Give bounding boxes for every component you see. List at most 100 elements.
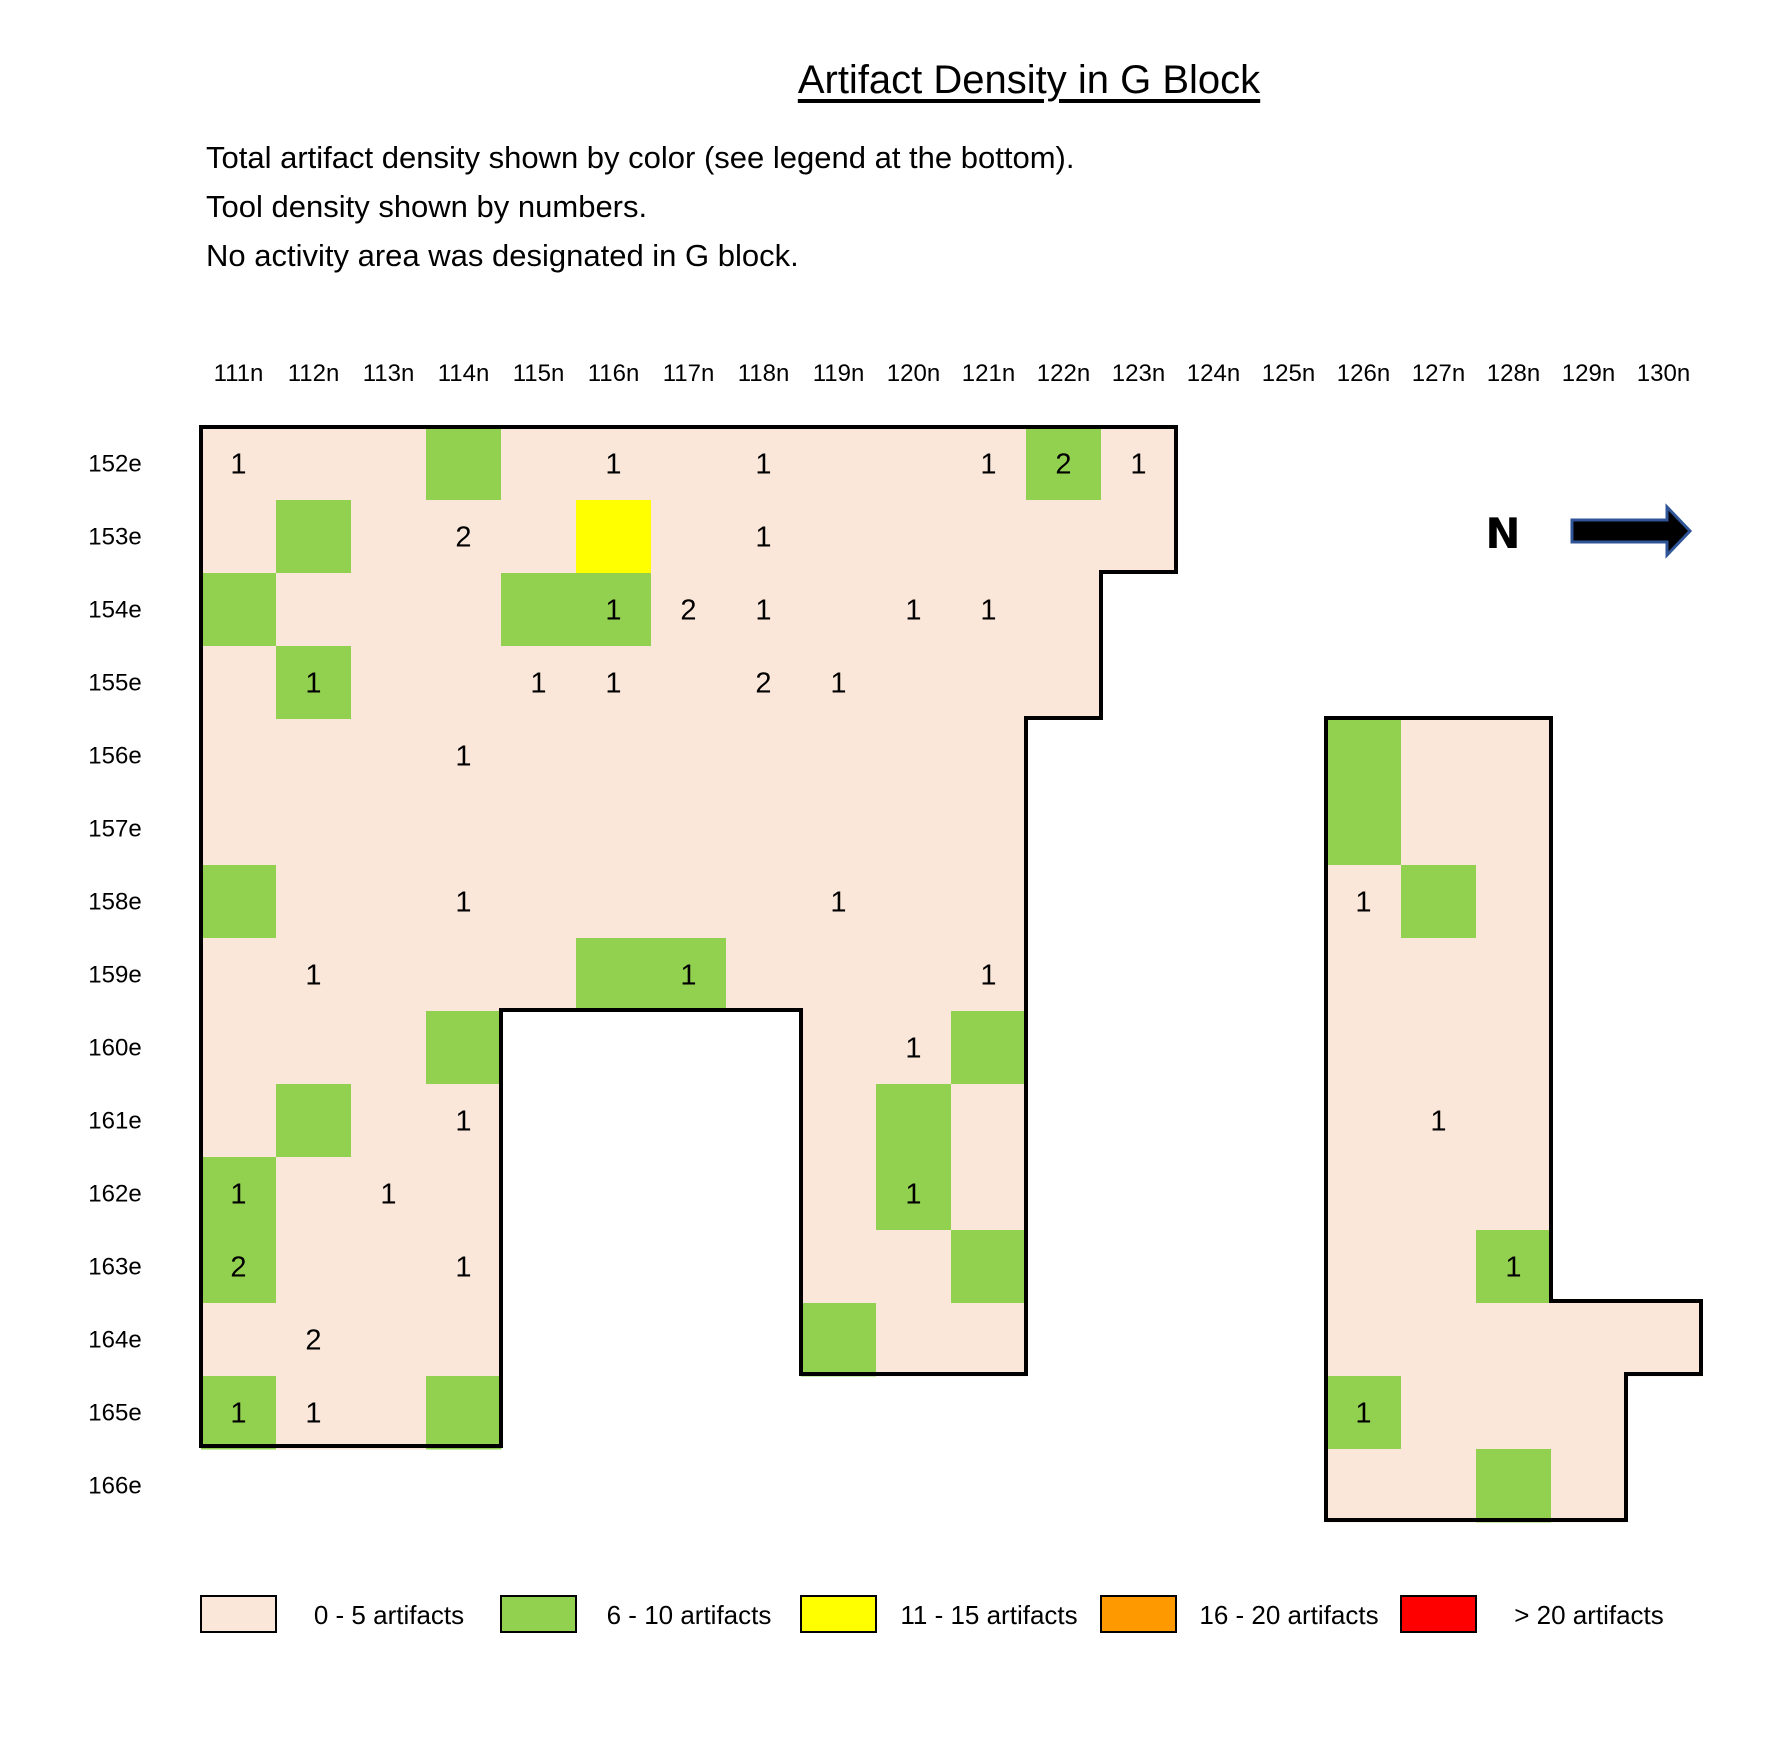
grid-cell-159e-120n — [876, 938, 952, 1012]
grid-cell-160e-119n — [801, 1011, 877, 1085]
grid-cell-155e-112n — [276, 646, 352, 720]
grid-cell-163e-114n — [426, 1230, 502, 1304]
row-label-159e: 159e — [88, 962, 141, 989]
grid-cell-166e-127n — [1401, 1449, 1477, 1523]
grid-cell-161e-128n — [1476, 1084, 1552, 1158]
grid-cell-155e-113n — [351, 646, 427, 720]
tool-count-154e-120n: 1 — [905, 595, 921, 627]
grid-cell-156e-119n — [801, 719, 877, 793]
grid-cell-163e-121n — [951, 1230, 1027, 1304]
grid-cell-154e-111n — [201, 573, 277, 647]
column-label-124n: 124n — [1187, 360, 1240, 387]
legend-swatch-d0_5 — [200, 1595, 277, 1633]
grid-cell-152e-120n — [876, 427, 952, 501]
grid-cell-158e-116n — [576, 865, 652, 939]
tool-count-155e-116n: 1 — [605, 668, 621, 700]
tool-count-152e-118n: 1 — [755, 449, 771, 481]
grid-cell-162e-111n — [201, 1157, 277, 1231]
grid-cell-159e-119n — [801, 938, 877, 1012]
grid-cell-158e-121n — [951, 865, 1027, 939]
column-label-114n: 114n — [438, 360, 490, 387]
tool-count-155e-118n: 2 — [755, 668, 771, 700]
grid-cell-162e-120n — [876, 1157, 952, 1231]
grid-cell-159e-128n — [1476, 938, 1552, 1012]
tool-count-155e-119n: 1 — [830, 668, 846, 700]
grid-cell-159e-113n — [351, 938, 427, 1012]
grid-cell-160e-112n — [276, 1011, 352, 1085]
row-label-153e: 153e — [88, 524, 141, 551]
grid-cell-156e-118n — [726, 719, 802, 793]
legend-swatch-d16_20 — [1100, 1595, 1177, 1633]
tool-count-165e-112n: 1 — [305, 1398, 321, 1430]
grid-cell-163e-120n — [876, 1230, 952, 1304]
north-indicator: N — [1485, 503, 1693, 559]
grid-cell-161e-120n — [876, 1084, 952, 1158]
column-label-120n: 120n — [887, 360, 940, 387]
tool-count-163e-128n: 1 — [1505, 1252, 1521, 1284]
grid-cell-157e-121n — [951, 792, 1027, 866]
grid-cell-158e-120n — [876, 865, 952, 939]
grid-cell-155e-116n — [576, 646, 652, 720]
grid-cell-163e-127n — [1401, 1230, 1477, 1304]
column-label-111n: 111n — [214, 360, 264, 387]
grid-cell-157e-113n — [351, 792, 427, 866]
grid-cell-159e-118n — [726, 938, 802, 1012]
grid-cell-162e-128n — [1476, 1157, 1552, 1231]
grid-cell-157e-127n — [1401, 792, 1477, 866]
grid-cell-162e-126n — [1326, 1157, 1402, 1231]
tool-count-164e-112n: 2 — [305, 1325, 321, 1357]
grid-cell-162e-121n — [951, 1157, 1027, 1231]
column-labels: 111n 112n 113n 114n 115n 116n 117n 118n 119n 120n… — [214, 360, 1691, 387]
grid-cell-155e-121n — [951, 646, 1027, 720]
grid-cell-165e-128n — [1476, 1376, 1552, 1450]
tool-count-159e-121n: 1 — [980, 960, 996, 992]
grid-cell-153e-116n — [576, 500, 652, 574]
note-activity-area: No activity area was designated in G blo… — [206, 238, 799, 273]
grid-cell-164e-113n — [351, 1303, 427, 1377]
grid-cell-158e-127n — [1401, 865, 1477, 939]
tool-count-156e-114n: 1 — [455, 741, 471, 773]
grid-cell-164e-128n — [1476, 1303, 1552, 1377]
grid-cell-157e-126n — [1326, 792, 1402, 866]
grid-cell-156e-127n — [1401, 719, 1477, 793]
grid-cell-155e-111n — [201, 646, 277, 720]
note-tool-density: Tool density shown by numbers. — [206, 189, 648, 224]
tool-count-152e-122n: 2 — [1055, 449, 1071, 481]
grid-cell-164e-130n — [1626, 1303, 1702, 1377]
column-label-123n: 123n — [1112, 360, 1165, 387]
row-label-152e: 152e — [88, 451, 141, 478]
row-label-158e: 158e — [88, 889, 141, 916]
grid-cell-152e-121n — [951, 427, 1027, 501]
grid-cell-159e-112n — [276, 938, 352, 1012]
grid-cell-164e-127n — [1401, 1303, 1477, 1377]
row-label-155e: 155e — [88, 670, 141, 697]
grid-cell-160e-120n — [876, 1011, 952, 1085]
grid-cell-160e-114n — [426, 1011, 502, 1085]
grid-cell-158e-114n — [426, 865, 502, 939]
tool-count-159e-117n: 1 — [680, 960, 696, 992]
grid-cell-152e-116n — [576, 427, 652, 501]
tool-counts: 1 1 1 1 2 1 2 1 1 2 1 1 1 1 1 1 2 1 1 1 1 1 1 1 1 1 1 1 1 1 1 2 1 1 2 1 1 1 — [230, 449, 1521, 1430]
grid-cell-158e-111n — [201, 865, 277, 939]
grid-cell-162e-127n — [1401, 1157, 1477, 1231]
column-label-126n: 126n — [1337, 360, 1390, 387]
tool-count-159e-112n: 1 — [305, 960, 321, 992]
grid-cell-164e-111n — [201, 1303, 277, 1377]
grid-cell-152e-114n — [426, 427, 502, 501]
grid-cell-152e-123n — [1101, 427, 1177, 501]
tool-count-162e-120n: 1 — [905, 1179, 921, 1211]
grid-cell-152e-117n — [651, 427, 727, 501]
grid-cell-156e-116n — [576, 719, 652, 793]
tool-count-154e-116n: 1 — [605, 595, 621, 627]
grid-cell-158e-128n — [1476, 865, 1552, 939]
grid-cell-159e-121n — [951, 938, 1027, 1012]
column-label-112n: 112n — [288, 360, 340, 387]
legend-swatch-d20_plus — [1400, 1595, 1477, 1633]
grid-cell-165e-126n — [1326, 1376, 1402, 1450]
grid-cell-155e-117n — [651, 646, 727, 720]
row-label-157e: 157e — [88, 816, 141, 843]
grid-cell-160e-128n — [1476, 1011, 1552, 1085]
grid-cell-161e-119n — [801, 1084, 877, 1158]
grid-cell-154e-120n — [876, 573, 952, 647]
grid-cell-154e-114n — [426, 573, 502, 647]
